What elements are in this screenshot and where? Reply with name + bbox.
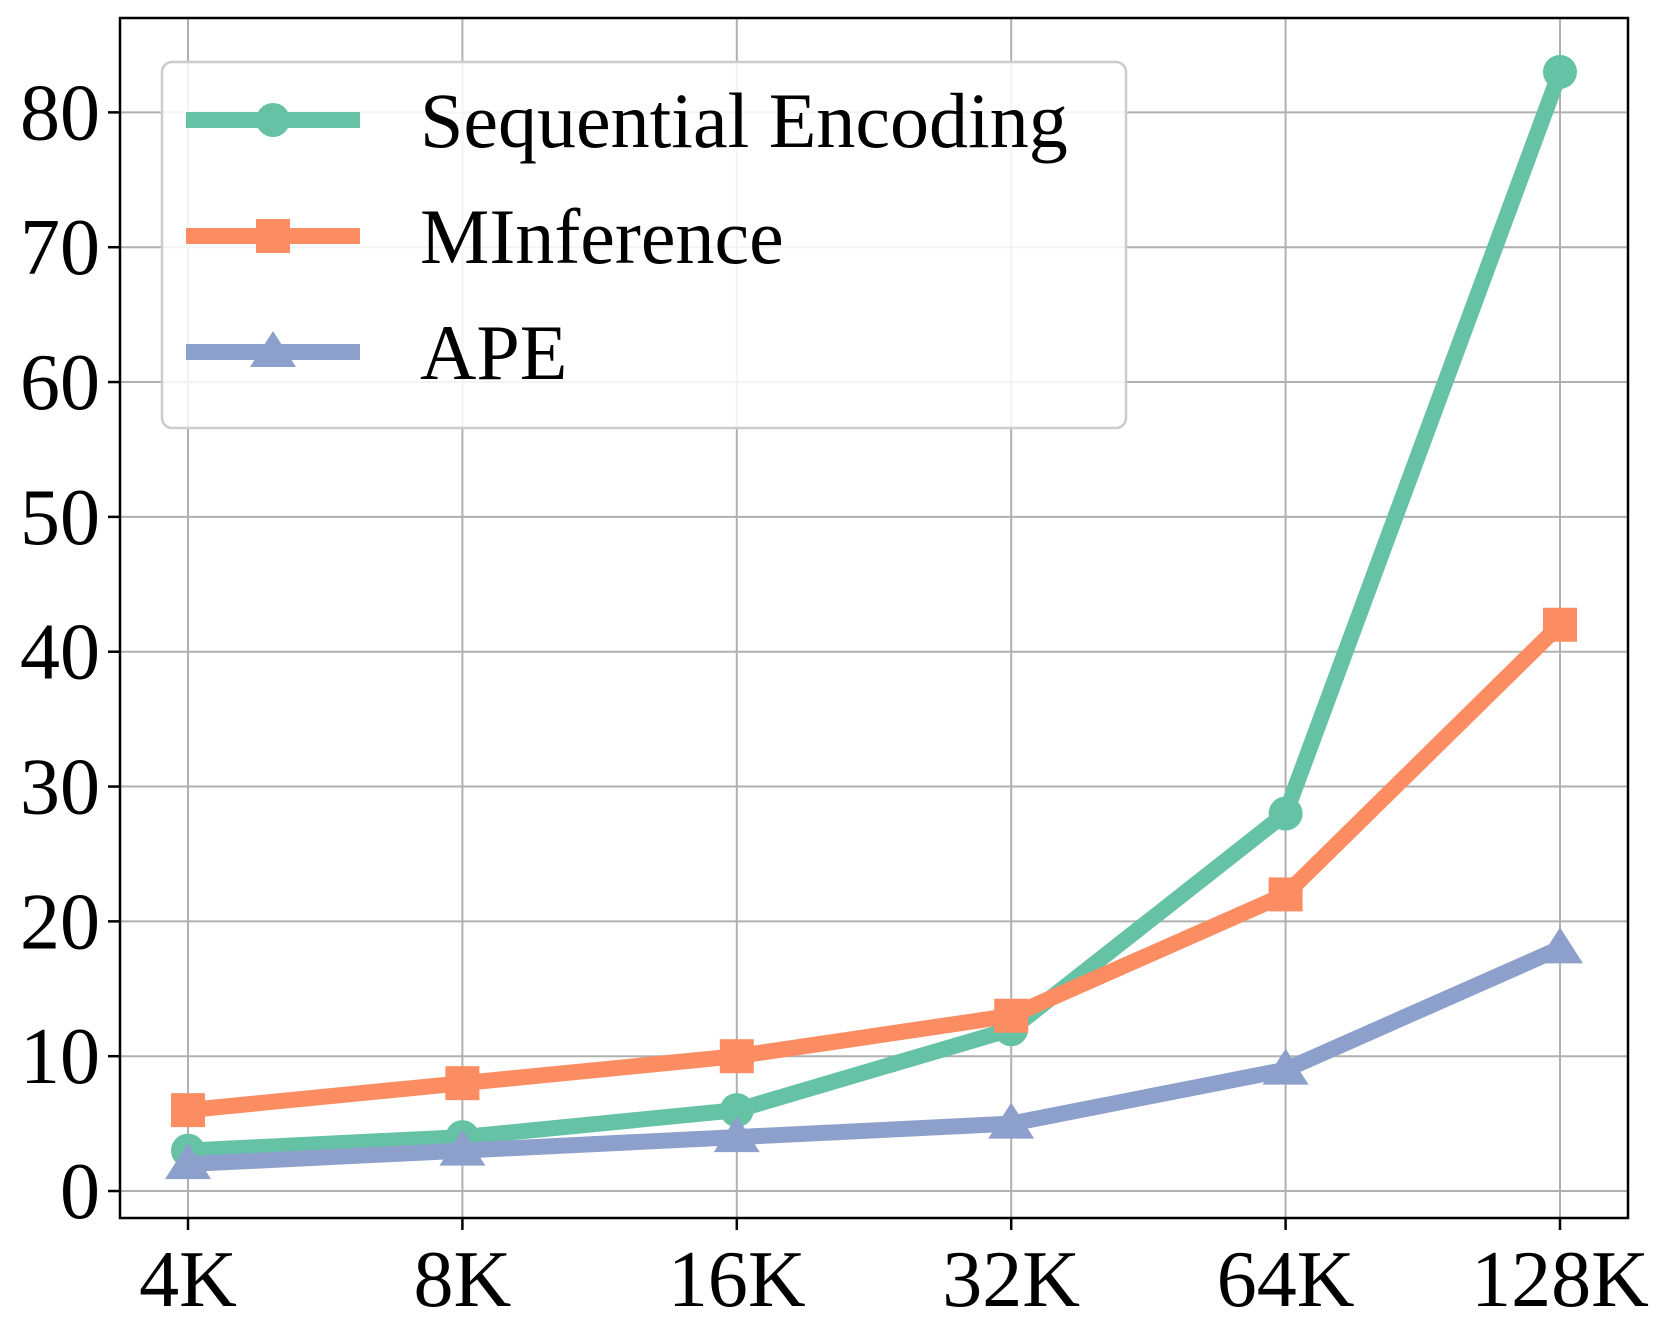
series-line-minference xyxy=(180,616,1568,1119)
legend-item-minference: MInference xyxy=(186,193,784,280)
legend-swatch-marker xyxy=(256,219,290,253)
series-line-ape xyxy=(180,940,1568,1173)
x-tick-label: 16K xyxy=(668,1236,806,1324)
series-ape xyxy=(165,927,1583,1180)
axes: 4K 8K 16K 32K 64K 128K 0 10 20 30 40 50 60 70 80 xyxy=(20,16,1649,1324)
x-tick-label: 4K xyxy=(139,1236,237,1324)
legend-label: APE xyxy=(420,309,567,396)
y-tick-label: 0 xyxy=(60,1148,100,1236)
data-point-minference xyxy=(719,1039,754,1074)
x-tick-label: 32K xyxy=(942,1236,1080,1324)
y-tick-label: 30 xyxy=(20,744,100,832)
data-point-minference xyxy=(445,1066,480,1101)
data-point-sequential-encoding xyxy=(1268,796,1303,831)
legend-swatch-marker xyxy=(256,103,290,137)
y-tick-label: 20 xyxy=(20,878,100,966)
data-point-minference xyxy=(1543,607,1577,642)
legend: Sequential Encoding MInference APE xyxy=(160,60,1128,430)
data-point-ape xyxy=(1262,1048,1309,1085)
series-lines xyxy=(165,54,1583,1180)
x-tick-label: 8K xyxy=(414,1236,512,1324)
legend-item-ape: APE xyxy=(186,309,567,396)
y-tick-label: 50 xyxy=(20,474,100,562)
y-tick-label: 10 xyxy=(20,1013,100,1101)
x-tick-label: 64K xyxy=(1217,1236,1355,1324)
data-point-ape xyxy=(165,1143,211,1180)
data-point-ape xyxy=(988,1102,1035,1139)
legend-label: Sequential Encoding xyxy=(420,77,1068,164)
x-tick-label: 128K xyxy=(1471,1236,1649,1324)
y-tick-label: 60 xyxy=(20,339,100,427)
data-point-sequential-encoding xyxy=(1543,54,1577,89)
y-tick-label: 70 xyxy=(20,204,100,292)
legend-swatch-marker xyxy=(250,331,296,367)
legend-item-sequential-encoding: Sequential Encoding xyxy=(186,77,1068,164)
data-point-ape xyxy=(1537,927,1583,964)
y-tick-label: 40 xyxy=(20,609,100,697)
series-minference xyxy=(171,607,1577,1128)
legend-label: MInference xyxy=(420,193,784,280)
data-point-minference xyxy=(1268,877,1303,912)
data-point-sequential-encoding xyxy=(719,1093,754,1128)
y-tick-label: 80 xyxy=(20,69,100,157)
data-point-minference xyxy=(171,1093,205,1128)
series-line-sequential-encoding xyxy=(180,63,1568,1159)
data-point-ape xyxy=(713,1116,760,1153)
plot-frame xyxy=(118,16,1630,1220)
data-point-ape xyxy=(439,1129,486,1166)
data-point-minference xyxy=(994,998,1029,1033)
legend-box xyxy=(160,60,1128,430)
